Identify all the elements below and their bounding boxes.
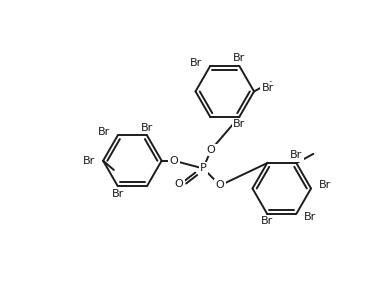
Text: Br: Br [233, 53, 245, 63]
Text: Br: Br [290, 150, 303, 161]
Text: O: O [216, 180, 225, 190]
Text: P: P [200, 164, 207, 173]
Text: Br: Br [261, 217, 273, 226]
Text: Br: Br [233, 119, 245, 130]
Text: O: O [169, 156, 178, 166]
Text: Br: Br [98, 127, 110, 137]
Text: O: O [174, 179, 183, 189]
Text: Br: Br [141, 123, 153, 133]
Text: Br: Br [83, 156, 95, 166]
Text: Br: Br [304, 212, 317, 222]
Text: Br: Br [319, 180, 331, 190]
Text: Br: Br [262, 83, 274, 93]
Text: O: O [207, 145, 215, 155]
Text: Br: Br [190, 58, 202, 68]
Text: Br: Br [112, 189, 124, 199]
